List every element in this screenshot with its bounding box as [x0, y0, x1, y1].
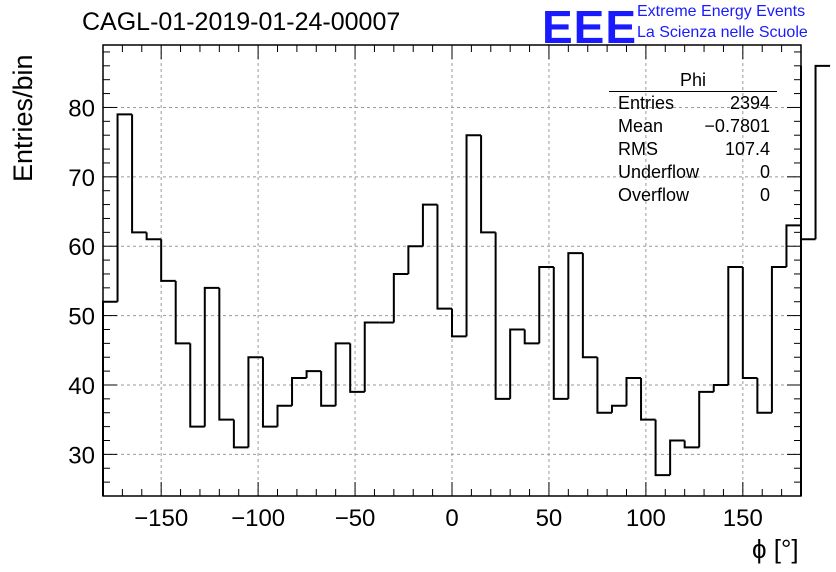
y-tick-label: 80 [68, 95, 95, 122]
histogram-bin [494, 232, 511, 400]
histogram-bin [189, 343, 205, 428]
chart-title: CAGL-01-2019-01-24-00007 [82, 8, 401, 36]
histogram-bin [770, 266, 787, 413]
histogram-bin [203, 286, 220, 427]
histogram-bin [567, 252, 583, 399]
histogram-bin [291, 377, 307, 406]
histogram-bin [712, 383, 729, 392]
histogram-bin [436, 204, 452, 310]
x-tick-label: −100 [231, 505, 285, 532]
histogram-bin [509, 328, 525, 399]
histogram-bin [523, 329, 540, 345]
histogram-bin [363, 321, 380, 392]
histogram-bin [727, 266, 743, 385]
y-tick-label: 50 [68, 304, 95, 331]
histogram-bin [145, 232, 162, 241]
x-tick-label: 0 [445, 505, 458, 532]
logo-line-2: La Scienza nelle Scuole [637, 24, 808, 41]
stats-row: RMS 107.4 [609, 138, 777, 161]
histogram-bin [581, 253, 598, 359]
histogram-bin [305, 370, 322, 379]
histogram-bin [480, 135, 496, 234]
stats-value: 2394 [729, 93, 770, 113]
stats-row: Entries 2394 [609, 92, 777, 115]
y-axis-label: Entries/bin [8, 54, 38, 182]
histogram-bin [814, 64, 831, 240]
histogram-bin [247, 356, 263, 448]
logo-line-1: Extreme Energy Events [637, 3, 806, 20]
stats-label: RMS [618, 139, 658, 159]
histogram-bin [669, 439, 685, 476]
histogram-bin [610, 404, 627, 413]
histogram-bin [276, 404, 293, 427]
histogram-bin [741, 267, 758, 380]
x-tick-label: 150 [723, 505, 763, 532]
histogram-bin [334, 342, 351, 406]
histogram-bin [800, 225, 816, 241]
stats-value: 107.4 [724, 139, 770, 159]
y-tick-label: 60 [68, 234, 95, 261]
stats-value: −0.7801 [704, 116, 770, 136]
histogram-bin [160, 239, 176, 282]
histogram-bin [465, 134, 482, 337]
histogram-bin [218, 287, 234, 421]
histogram-bin [116, 113, 133, 302]
stats-value: 0 [759, 162, 770, 182]
histogram-bin [451, 308, 467, 338]
histogram-bin [683, 440, 700, 449]
x-tick-label: 50 [536, 505, 563, 532]
stats-title: Phi [609, 70, 777, 92]
histogram-bin [320, 371, 336, 407]
y-tick-label: 70 [68, 165, 95, 192]
histogram-bin [756, 378, 772, 414]
stats-box: Phi Entries 2394 Mean −0.7801 RMS 107.4 … [609, 70, 777, 207]
histogram-bin [174, 280, 191, 345]
x-tick-label: −150 [134, 505, 188, 532]
histogram-bin [232, 419, 249, 449]
histogram-bin [640, 378, 656, 421]
stats-row: Overflow 0 [609, 184, 777, 207]
x-tick-label: 100 [626, 505, 666, 532]
stats-label: Overflow [618, 185, 690, 205]
x-tick-label: −50 [335, 505, 376, 532]
y-tick-label: 30 [68, 442, 95, 469]
stats-label: Mean [618, 116, 664, 136]
histogram-bin [421, 203, 438, 247]
histogram-bin [392, 272, 409, 323]
stats-row: Mean −0.7801 [609, 115, 777, 138]
histogram-bin [698, 390, 714, 448]
stats-row: Underflow 0 [609, 161, 777, 184]
histogram-bin [349, 343, 365, 393]
histogram-bin [261, 357, 278, 428]
histogram-bin [552, 267, 569, 400]
histogram-bin [625, 377, 642, 406]
histogram-bin [654, 419, 671, 477]
y-tick-label: 40 [68, 373, 95, 400]
stats-value: 0 [759, 185, 770, 205]
histogram-bin [785, 224, 801, 268]
stats-label: Entries [618, 93, 675, 113]
stats-label: Underflow [618, 162, 700, 182]
histogram-bin [407, 245, 423, 274]
histogram-bin [131, 114, 147, 234]
histogram-bin [596, 357, 612, 414]
histogram-bin [538, 266, 554, 344]
x-axis-label: ϕ [°] [752, 534, 799, 564]
